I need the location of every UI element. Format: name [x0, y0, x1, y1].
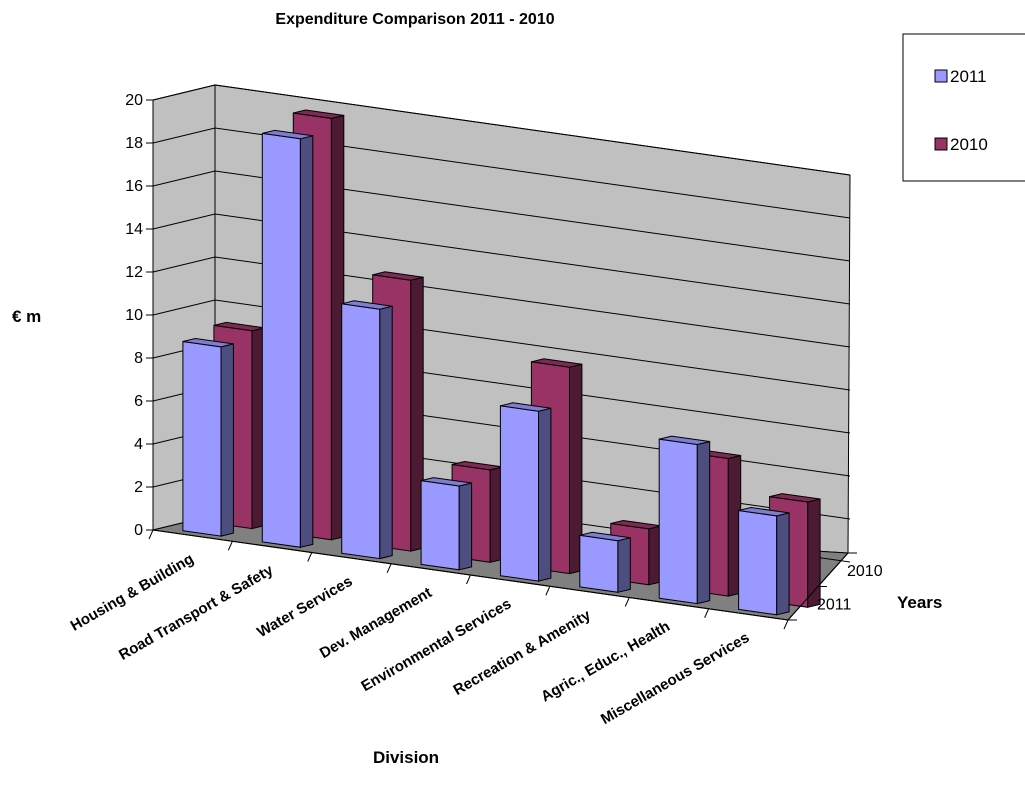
category-label: Road Transport & Safety	[116, 561, 277, 664]
gridline	[152, 127, 851, 219]
x-tick	[386, 563, 392, 573]
gridline	[152, 213, 851, 305]
bar-2011-4	[499, 402, 552, 582]
bar-side-face	[776, 512, 790, 616]
bar-2011-6	[658, 435, 711, 605]
bar-top-face	[769, 493, 821, 503]
bar-side-face	[538, 407, 552, 582]
bar-side-face	[379, 305, 393, 560]
x-tick	[307, 552, 313, 562]
gridline	[152, 299, 851, 391]
y-tick-label: 0	[134, 522, 143, 539]
bar-2011-3	[420, 477, 473, 571]
bar-side-face	[220, 343, 234, 537]
depth-label: 2011	[817, 596, 852, 613]
y-tick-label: 6	[134, 393, 143, 410]
bar-side-face	[696, 440, 711, 605]
bar-top-face	[738, 506, 790, 517]
bar-top-face	[531, 358, 583, 368]
x-tick	[466, 574, 471, 585]
bar-side-face	[617, 537, 631, 593]
bar-front-face	[261, 132, 301, 548]
legend-swatch-2011	[934, 69, 948, 83]
depth-axis-title: Years	[897, 593, 942, 612]
y-tick-label: 14	[125, 221, 143, 238]
gridline	[152, 256, 851, 348]
bar-top-face	[182, 337, 234, 348]
x-axis-title: Division	[373, 748, 439, 767]
bar-front-face	[579, 534, 619, 593]
legend: 2011 2010	[902, 33, 1025, 182]
x-tick	[148, 529, 154, 540]
y-tick-label: 20	[125, 92, 143, 109]
y-axis-title: € m	[12, 307, 41, 326]
gridline	[152, 84, 851, 176]
legend-box	[902, 33, 1025, 182]
x-tick	[783, 619, 789, 630]
bar-top-face	[659, 435, 710, 446]
y-tick-label: 8	[134, 350, 143, 367]
x-axis-line	[152, 529, 789, 621]
bar-2011-1	[261, 129, 314, 548]
bar-front-face	[499, 405, 539, 582]
bar-2011-5	[579, 531, 631, 593]
depth-label: 2010	[847, 563, 883, 580]
bar-front-face	[658, 438, 698, 605]
legend-label-2011: 2011	[950, 67, 987, 86]
x-tick	[227, 541, 233, 551]
bar-top-face	[293, 109, 344, 119]
bar-top-face	[341, 300, 393, 310]
bar-front-face	[341, 303, 381, 560]
bar-side-face	[299, 135, 314, 548]
bar-front-face	[738, 509, 778, 616]
bar-top-face	[262, 129, 313, 140]
y-tick-label: 12	[125, 264, 143, 281]
x-tick	[704, 608, 710, 618]
bars-group	[182, 109, 821, 616]
bar-front-face	[420, 480, 460, 571]
y-tick-label: 16	[125, 178, 143, 195]
x-tick	[545, 586, 551, 596]
legend-label-2010: 2010	[950, 135, 988, 154]
bar-top-face	[500, 402, 552, 412]
chart-title: Expenditure Comparison 2011 - 2010	[275, 11, 554, 28]
y-tick-label: 4	[134, 436, 143, 453]
y-tick-label: 2	[134, 479, 143, 496]
bar-top-face	[420, 477, 472, 487]
y-tick-label: 18	[125, 135, 143, 152]
gridline	[152, 170, 851, 262]
bar-top-face	[372, 271, 424, 281]
bar-2011-2	[341, 300, 393, 560]
y-tick-label: 10	[125, 307, 143, 324]
bar-front-face	[182, 340, 222, 537]
x-tick	[624, 597, 630, 607]
bar-2011-0	[182, 337, 234, 537]
bar-2011-7	[738, 506, 790, 616]
legend-swatch-2010	[934, 137, 948, 151]
category-label: Water Services	[254, 573, 355, 641]
bar-top-face	[579, 531, 631, 542]
bar-side-face	[458, 482, 473, 571]
